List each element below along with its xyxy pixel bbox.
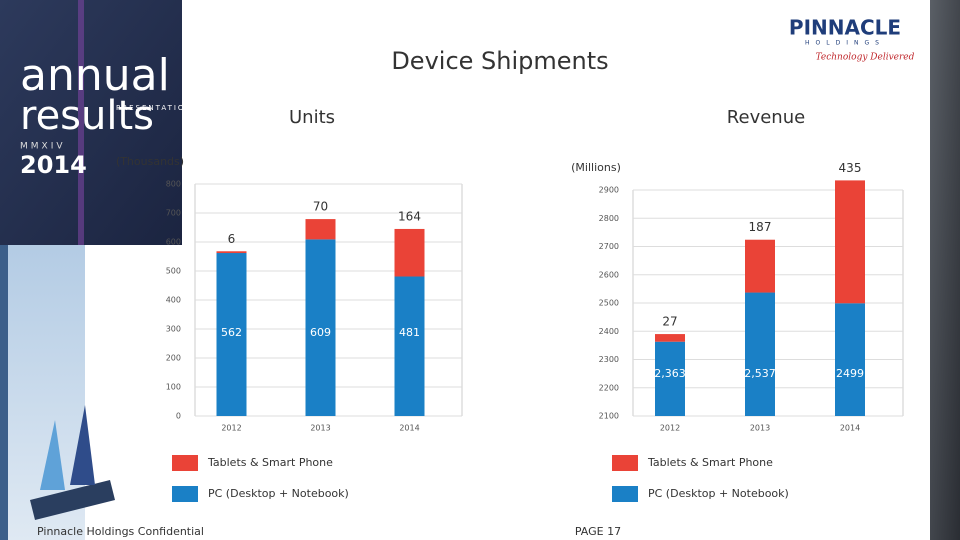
banner-line1: annual <box>20 50 170 101</box>
y-tick-label: 200 <box>166 354 181 363</box>
value-label: 435 <box>839 161 862 175</box>
chart-title: Units <box>289 107 335 128</box>
tablet-icon <box>30 480 115 520</box>
banner-line2: results <box>20 93 154 139</box>
legend-swatch <box>172 455 198 471</box>
y-tick-label: 2500 <box>599 299 619 308</box>
y-tick-label: 800 <box>166 180 181 189</box>
value-label: 2,537 <box>744 367 776 380</box>
banner-roman: MMXIV <box>20 142 66 152</box>
y-tick-label: 2800 <box>599 214 619 223</box>
chart-title: Revenue <box>727 107 805 128</box>
banner-accent <box>78 0 84 245</box>
bar-segment <box>394 276 425 416</box>
value-label: 187 <box>749 220 772 234</box>
y-tick-label: 300 <box>166 325 181 334</box>
bar-segment <box>745 239 775 293</box>
banner <box>0 0 182 245</box>
y-tick-label: 700 <box>166 209 181 218</box>
bar-segment <box>216 251 247 254</box>
banner-tag: PRESENTATION <box>116 104 193 112</box>
y-tick-label: 500 <box>166 267 181 276</box>
legend-label: Tablets & Smart Phone <box>207 456 333 469</box>
y-tick-label: 600 <box>166 238 181 247</box>
y-tick-label: 2600 <box>599 270 619 279</box>
bar-segment <box>394 228 425 277</box>
y-tick-label: 2200 <box>599 383 619 392</box>
arrow-icon <box>70 405 95 485</box>
x-tick-label: 2012 <box>221 424 241 433</box>
y-axis-label: (Millions) <box>571 161 621 174</box>
x-tick-label: 2014 <box>840 424 860 433</box>
y-tick-label: 400 <box>166 296 181 305</box>
y-axis-label: (Thousands) <box>116 155 184 168</box>
legend-swatch <box>612 486 638 502</box>
value-label: 609 <box>310 326 331 339</box>
right-strip <box>930 0 960 540</box>
bar-segment <box>745 292 775 416</box>
legend-label: PC (Desktop + Notebook) <box>208 487 349 500</box>
y-tick-label: 100 <box>166 383 181 392</box>
y-tick-label: 2400 <box>599 327 619 336</box>
value-label: 562 <box>221 326 242 339</box>
value-label: 2499 <box>836 367 864 380</box>
y-tick-label: 2700 <box>599 242 619 251</box>
legend-label: Tablets & Smart Phone <box>647 456 773 469</box>
legend-swatch <box>612 455 638 471</box>
banner-year: 2014 <box>20 151 87 179</box>
value-label: 27 <box>662 315 677 329</box>
y-tick-label: 2100 <box>599 412 619 421</box>
page-number: PAGE 17 <box>575 525 621 538</box>
logo-tagline: Technology Delivered <box>816 53 915 63</box>
logo-name: PINNACLE <box>789 16 901 40</box>
footer: Pinnacle Holdings Confidential <box>37 525 204 538</box>
arrow-icon <box>40 420 65 490</box>
bar-segment <box>655 341 685 416</box>
value-label: 164 <box>398 209 421 223</box>
value-label: 6 <box>228 232 236 246</box>
legend-swatch <box>172 486 198 502</box>
x-tick-label: 2013 <box>310 424 330 433</box>
bar-segment <box>305 239 336 416</box>
y-tick-label: 0 <box>176 412 181 421</box>
bar-segment <box>835 180 865 304</box>
value-label: 70 <box>313 200 328 214</box>
logo-sub: HOLDINGS <box>805 40 885 47</box>
bar-segment <box>305 219 336 240</box>
value-label: 481 <box>399 326 420 339</box>
y-tick-label: 2300 <box>599 355 619 364</box>
value-label: 2,363 <box>654 367 686 380</box>
bar-segment <box>216 253 247 416</box>
slide-title: Device Shipments <box>391 47 608 75</box>
left-edge <box>0 0 8 540</box>
y-tick-label: 2900 <box>599 186 619 195</box>
bar-segment <box>655 334 685 342</box>
x-tick-label: 2012 <box>660 424 680 433</box>
bar-segment <box>835 303 865 416</box>
x-tick-label: 2014 <box>399 424 419 433</box>
x-tick-label: 2013 <box>750 424 770 433</box>
legend-label: PC (Desktop + Notebook) <box>648 487 789 500</box>
